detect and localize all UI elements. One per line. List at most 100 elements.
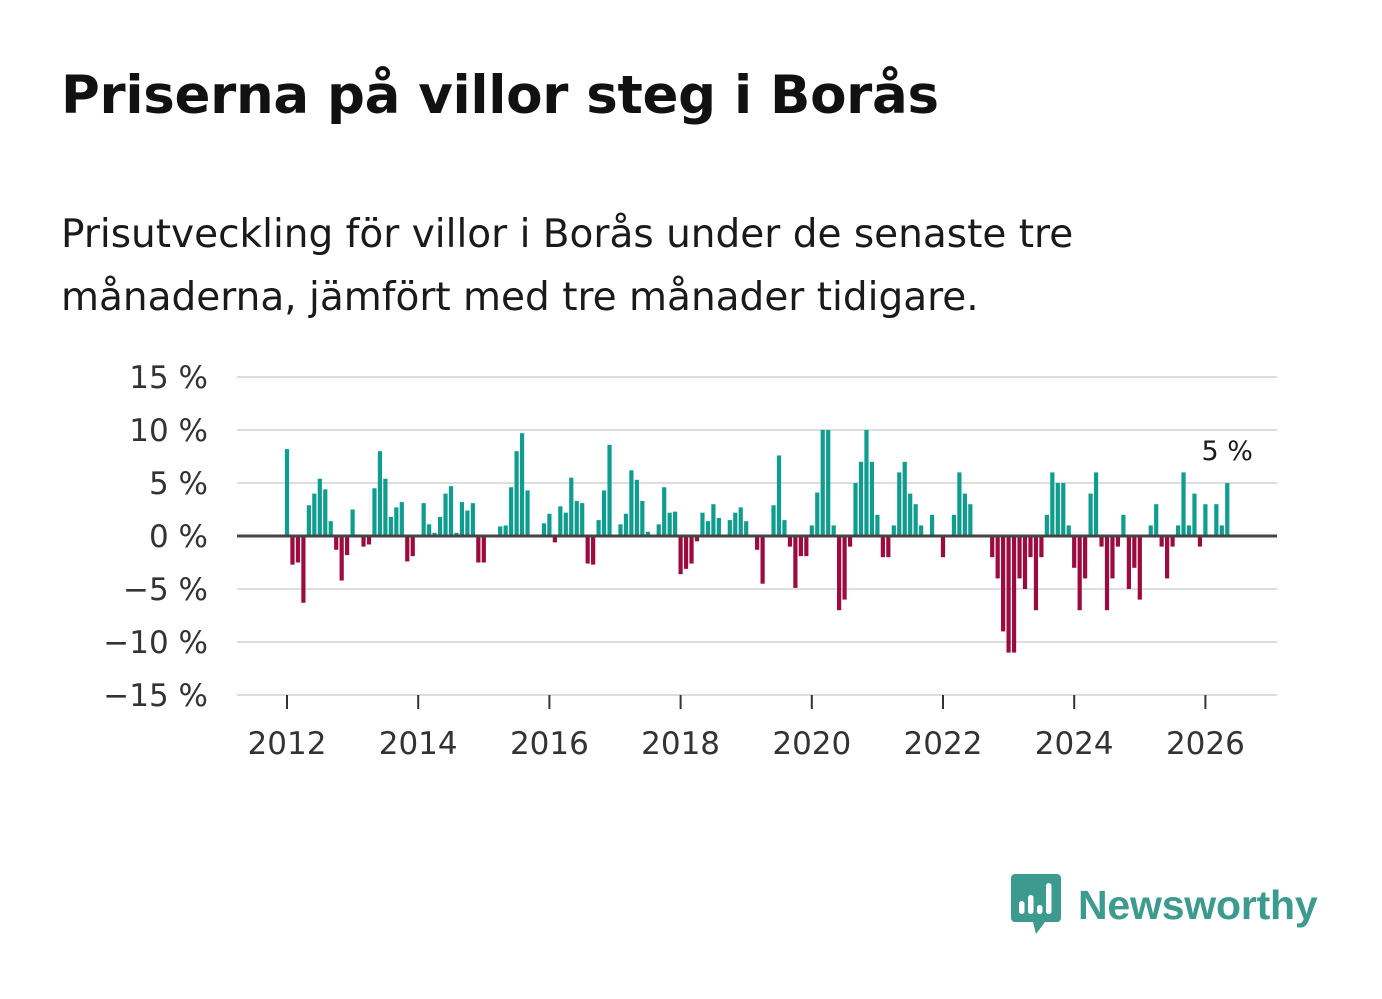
bar [1077,536,1082,611]
bar [940,536,946,558]
y-tick-label: 5 % [149,466,208,502]
y-tick-label: 10 % [129,413,208,449]
bar [312,493,317,536]
bar [410,536,415,557]
bar [662,487,667,536]
bar [853,483,858,536]
bar [711,504,716,536]
bar [886,536,891,558]
bar [1066,525,1071,536]
bar [323,489,328,536]
bar [995,536,1000,579]
bars [284,430,1230,653]
bar [951,514,957,536]
bar [596,520,601,536]
bar [498,526,503,536]
bar [437,516,443,536]
bar [962,493,967,536]
bar [990,536,995,558]
bar [574,501,579,536]
bar [432,532,437,536]
bar [1170,536,1175,547]
bar [738,507,743,536]
bar [913,504,918,536]
bar [569,477,574,536]
bar [689,536,694,564]
bar [1050,472,1055,536]
bar [1219,525,1224,536]
bar [716,517,721,536]
x-tick-label: 2012 [248,726,327,762]
bar [405,536,410,562]
bar [1137,536,1142,600]
bar [1044,514,1049,536]
bar [591,536,596,565]
bar [399,502,404,536]
bar [1148,525,1153,536]
bar [1214,504,1219,536]
bar [705,521,711,536]
x-tick-label: 2014 [379,726,458,762]
bar [880,536,885,558]
chart-subtitle: Prisutveckling för villor i Borås under … [61,212,1074,320]
bar [771,505,776,536]
bar [804,536,809,557]
bar [547,513,552,536]
bar [782,520,787,536]
newsworthy-logo: Newsworthy [1011,874,1318,936]
bar [1011,536,1017,653]
bar [837,536,842,611]
bar [1192,493,1197,536]
bar [361,536,366,547]
bar [908,493,913,536]
bar [607,444,612,536]
bar [345,536,350,556]
bar [864,430,869,536]
bar [427,524,432,536]
bar [454,532,459,536]
bar [623,513,629,536]
bar [372,488,377,536]
bar [1203,504,1208,536]
bar [640,501,645,536]
bar [563,512,568,536]
bar [1099,536,1104,547]
bar [514,451,519,536]
bar [678,536,683,575]
bar [1017,536,1022,579]
bar [634,479,639,536]
bar [831,525,836,536]
bar [858,461,864,536]
bar [1072,536,1077,568]
bar [481,536,486,563]
bar [290,536,295,565]
bar [377,451,383,536]
bar [1022,536,1028,589]
bar [1061,483,1066,536]
bar [1088,493,1093,536]
y-tick-label: −5 % [123,572,208,608]
x-tick-label: 2016 [510,726,589,762]
bar [476,536,481,563]
bar [1093,472,1099,536]
bar [301,536,306,603]
bar [541,523,547,536]
y-tick-label: −10 % [103,625,208,661]
bar [957,472,962,536]
bar [503,525,508,536]
bar [815,492,820,536]
bar [1197,536,1203,547]
bar [847,536,853,547]
brand-name: Newsworthy [1078,881,1318,928]
bar [525,490,530,536]
bar [673,511,678,536]
bar [891,525,896,536]
bar [459,502,465,536]
bar [443,493,448,536]
bar [1028,536,1033,558]
bar [776,455,782,536]
bar [809,525,814,536]
bar [1159,536,1164,547]
bar [1132,536,1137,568]
